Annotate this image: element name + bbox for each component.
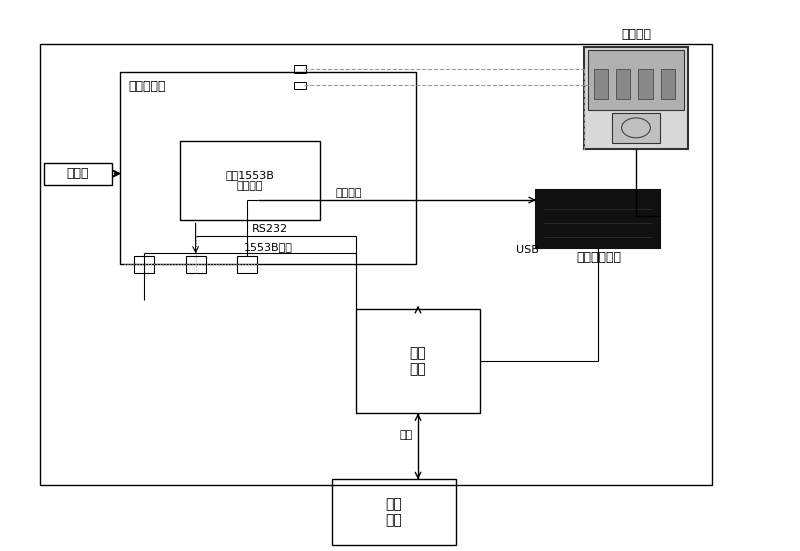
Bar: [134, 256, 154, 273]
Text: USB: USB: [516, 245, 539, 255]
Bar: [612, 113, 660, 143]
Bar: [332, 479, 456, 545]
Bar: [356, 309, 480, 413]
Bar: [186, 256, 206, 273]
Text: 电源设备: 电源设备: [621, 28, 651, 41]
Bar: [536, 190, 660, 248]
Text: 门锁电流: 门锁电流: [336, 188, 362, 198]
Bar: [180, 141, 320, 220]
Bar: [44, 163, 112, 185]
Bar: [294, 65, 306, 73]
Bar: [237, 256, 257, 273]
Bar: [120, 72, 416, 264]
Bar: [588, 50, 684, 110]
Text: RS232: RS232: [252, 224, 288, 234]
Bar: [594, 69, 608, 99]
Bar: [616, 69, 630, 99]
Text: 远程
终端: 远程 终端: [386, 498, 402, 527]
Text: 辐射源: 辐射源: [66, 167, 90, 180]
Bar: [661, 69, 675, 99]
Text: 监控
主机: 监控 主机: [410, 346, 426, 376]
Text: 1553B总线: 1553B总线: [244, 242, 293, 252]
Text: 测试电路板: 测试电路板: [128, 80, 166, 93]
Text: 电流监测模块: 电流监测模块: [576, 251, 621, 264]
Text: 网线: 网线: [400, 430, 414, 440]
Bar: [40, 44, 712, 485]
Bar: [638, 69, 653, 99]
Text: 被测1553B
接口电路: 被测1553B 接口电路: [226, 170, 274, 191]
Bar: [294, 82, 306, 89]
Bar: [584, 47, 688, 149]
